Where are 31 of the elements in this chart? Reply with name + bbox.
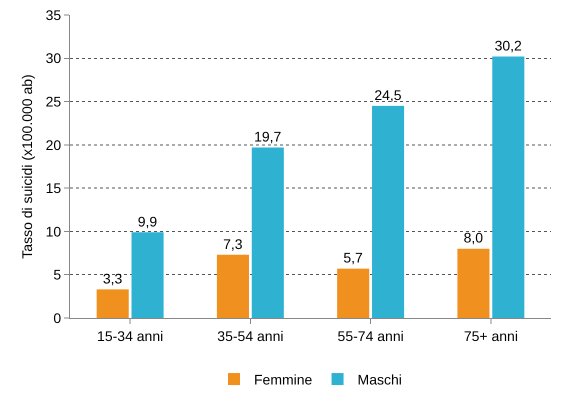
bar (216, 254, 249, 318)
data-label: 9,9 (138, 213, 158, 230)
y-tick-label: 10 (46, 223, 62, 240)
bar (252, 147, 284, 318)
data-label: 8,0 (464, 230, 484, 246)
bar (372, 106, 404, 318)
x-tick-label: 35-54 anni (217, 328, 284, 344)
x-tick-label: 15-34 anni (97, 328, 164, 344)
y-tick-label: 20 (46, 136, 62, 153)
x-tick-label: 55-74 anni (338, 328, 404, 344)
bar (132, 232, 164, 318)
y-axis-title: Tasso di suicidi (x100.000 ab) (19, 74, 35, 259)
data-label: 19,7 (254, 128, 282, 144)
x-tick-label: 75+ anni (464, 328, 518, 344)
bar (96, 289, 129, 318)
data-label: 5,7 (343, 250, 364, 266)
y-tick-label: 0 (53, 310, 62, 326)
y-tick-label: 5 (53, 266, 62, 283)
data-label: 24,5 (374, 86, 402, 103)
data-label: 30,2 (494, 38, 522, 54)
bar (492, 56, 524, 318)
y-tick-label: 25 (46, 93, 62, 110)
y-tick-label: 15 (46, 180, 62, 196)
y-tick-label: 30 (46, 50, 62, 66)
legend-label: Maschi (358, 372, 402, 388)
y-tick-label: 35 (46, 6, 62, 23)
bar (337, 268, 370, 318)
bar (457, 248, 490, 318)
data-label: 3,3 (102, 270, 123, 286)
data-label: 7,3 (223, 236, 243, 252)
legend-label: Femmine (254, 372, 313, 388)
